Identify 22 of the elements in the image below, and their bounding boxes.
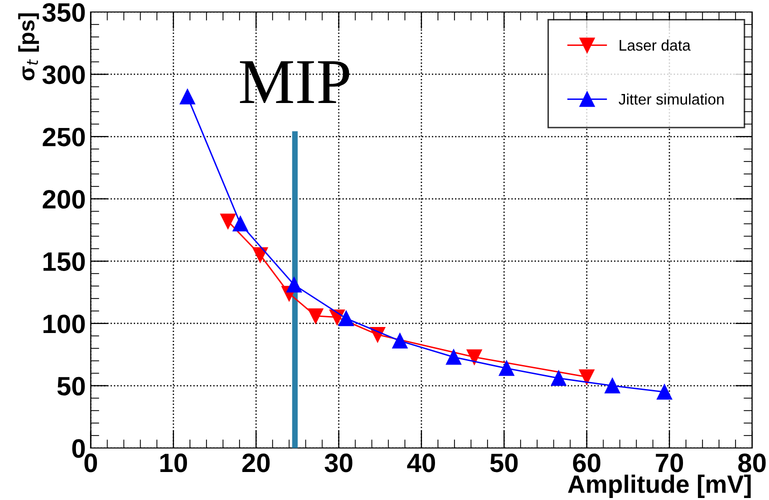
x-tick-label: 60 bbox=[573, 454, 600, 472]
y-tick-label: 200 bbox=[42, 190, 85, 209]
legend-label: Jitter simulation bbox=[618, 93, 724, 105]
legend-label: Laser data bbox=[620, 40, 691, 51]
y-tick-label: 100 bbox=[44, 314, 85, 334]
y-tick-label: 50 bbox=[57, 376, 85, 396]
y-axis-title: σ$_{t}$ [ps] bbox=[18, 13, 39, 80]
y-tick-label: 0 bbox=[72, 439, 85, 458]
ref-line-label: MIP bbox=[240, 61, 350, 104]
y-tick-label: 250 bbox=[42, 128, 85, 146]
x-tick-label: 20 bbox=[242, 454, 270, 472]
x-tick-label: 80 bbox=[738, 454, 766, 472]
y-tick-label: 150 bbox=[44, 252, 85, 271]
x-axis-title: Amplitude [mV] bbox=[568, 474, 751, 498]
y-tick-label: 300 bbox=[42, 65, 85, 84]
x-tick-label: 0 bbox=[84, 454, 97, 472]
x-tick-label: 50 bbox=[490, 454, 518, 472]
x-tick-label: 40 bbox=[407, 454, 436, 472]
y-tick-label: 350 bbox=[42, 3, 85, 22]
x-tick-label: 30 bbox=[324, 454, 352, 472]
x-tick-label: 10 bbox=[160, 454, 188, 472]
x-tick-label: 70 bbox=[656, 454, 684, 472]
